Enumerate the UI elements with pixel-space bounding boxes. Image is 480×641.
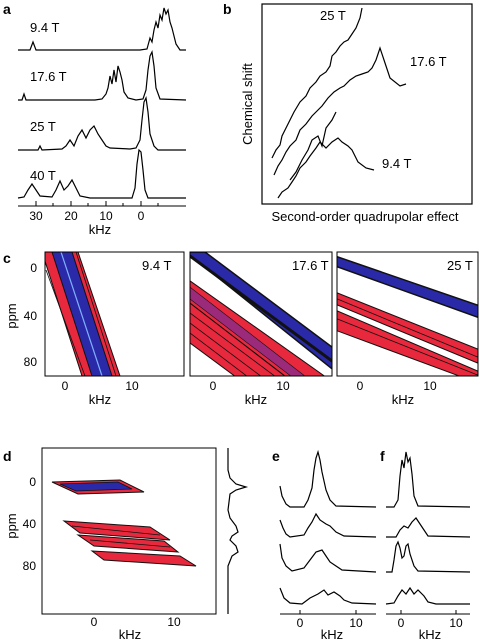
panel-c-sub1-contour-line: [75, 252, 117, 376]
panel-c-sub2-frame: [189, 251, 333, 377]
panel-c-sub2-field: 17.6 T: [292, 258, 329, 273]
panel-c-y-tick-80: 80: [24, 355, 38, 369]
panel-b-label-17-6: 17.6 T: [410, 54, 447, 69]
panel-b-trace-mid: [289, 111, 337, 181]
panel-a-letter: a: [3, 1, 11, 17]
panel-c-sub3-field: 25 T: [447, 258, 473, 273]
panel-b-frame: [261, 3, 473, 205]
panel-e-spectrum-1: [279, 449, 377, 508]
panel-c-sub2-contour-line: [190, 312, 276, 376]
panel-d-projection: [227, 448, 249, 614]
panel-b-label-25: 25 T: [320, 8, 346, 23]
panel-f-letter: f: [380, 448, 385, 464]
panel-d-frame: [41, 447, 217, 615]
panel-e-x-tick-label-0: 0: [297, 616, 304, 630]
panel-d-contour-1-core: [59, 481, 133, 492]
panel-d-x-tick-10: 10: [167, 615, 181, 629]
panel-a-label-25: 25 T: [30, 119, 56, 134]
panel-d-letter: d: [3, 448, 12, 464]
panel-f-x-label: kHz: [419, 627, 441, 641]
panel-b: b Chemical shift Second-order quadrupola…: [223, 1, 473, 224]
panel-c: c ppm 0 40 80 9.4 T 0 10 kHz 17: [3, 250, 479, 407]
panel-d-contour-2-line: [71, 525, 161, 536]
panel-b-trace-9-4: [277, 137, 375, 199]
panel-a-tick-label-20: 20: [64, 209, 78, 223]
panel-a-tick-label-0: 0: [138, 209, 145, 223]
panel-b-trace-25: [271, 7, 363, 159]
panel-c-sub2-contour-line: [190, 332, 248, 376]
panel-e-spectrum-4: [279, 587, 377, 605]
panel-c-sub2-x-label: kHz: [245, 392, 267, 407]
panel-c-sub3-x-tick-0: 0: [357, 379, 364, 393]
panel-a: a 9.4 T 17.6 T 25 T 40 T 30 20 10 0 kHz: [3, 1, 187, 237]
panel-c-letter: c: [3, 250, 11, 266]
panel-c-sub2-band-low: [190, 302, 286, 376]
panel-e: e 0 10 kHz: [272, 448, 377, 641]
panel-f-spectrum-3: [386, 540, 471, 573]
panel-c-sub3-band-low: [337, 310, 478, 376]
panel-c-sub2-contours: [190, 252, 332, 376]
panel-b-letter: b: [223, 1, 232, 17]
panel-d-y-tick-40: 40: [23, 517, 37, 531]
panel-e-spectrum-3: [279, 543, 377, 573]
panel-a-spectrum-9-4: [18, 7, 186, 51]
panel-d-x-tick-0: 0: [91, 615, 98, 629]
panel-f: f 0 10 kHz: [380, 448, 471, 641]
panel-c-sub1-ridge: [60, 252, 103, 376]
panel-c-y-tick-0: 0: [30, 261, 37, 275]
panel-a-spectrum-25: [18, 96, 186, 151]
panel-c-sub2-band-mid: [190, 280, 326, 376]
panel-e-x-tick-label-10: 10: [349, 616, 363, 630]
panel-c-sub1-contour-line: [45, 269, 86, 376]
panel-a-x-label: kHz: [89, 222, 111, 237]
panel-f-x-tick-label-10: 10: [449, 616, 463, 630]
panel-a-tick-label-30: 30: [29, 209, 43, 223]
panel-d-x-label: kHz: [119, 627, 141, 641]
panel-e-spectrum-2: [279, 512, 377, 538]
panel-b-y-label: Chemical shift: [240, 63, 255, 145]
panel-a-label-9-4: 9.4 T: [30, 20, 59, 35]
panel-d-y-tick-0: 0: [29, 475, 36, 489]
panel-f-spectrum-4: [385, 586, 470, 605]
panel-c-sub2-x-tick-0: 0: [210, 379, 217, 393]
panel-a-tick-label-10: 10: [99, 209, 113, 223]
panel-d-contour-3-line: [89, 539, 171, 548]
panel-a-label-17-6: 17.6 T: [30, 69, 67, 84]
panel-b-x-label: Second-order quadrupolar effect: [272, 209, 459, 224]
panel-c-sub1-x-label: kHz: [89, 392, 111, 407]
panel-b-trace-17-6: [273, 46, 407, 176]
panel-c-sub3-x-tick-10: 10: [423, 379, 437, 393]
panel-a-spectrum-17-6: [18, 50, 187, 101]
panel-d-y-label: ppm: [4, 513, 19, 538]
panel-c-sub3-x-label: kHz: [392, 392, 414, 407]
panel-d-contour-4: [90, 550, 197, 567]
panel-c-sub3-band-top: [337, 255, 478, 319]
panel-c-sub3-contours: [337, 255, 478, 376]
panel-c-sub3-frame: [336, 251, 479, 377]
panel-c-sub1-field: 9.4 T: [142, 258, 171, 273]
panel-e-x-label: kHz: [321, 627, 343, 641]
panel-c-sub2-contour-line: [190, 322, 262, 376]
panel-c-sub2-x-tick-10: 10: [276, 379, 290, 393]
panel-f-spectrum-1: [386, 451, 471, 508]
panel-d-y-tick-80: 80: [23, 559, 37, 573]
panel-c-sub2-edge: [190, 254, 332, 363]
panel-d: d ppm 0 40 80 0 10 kHz: [3, 447, 249, 641]
panel-c-sub1-contours: [45, 252, 121, 376]
panel-a-spectrum-40: [17, 148, 186, 199]
panel-c-sub3-contour-line: [337, 298, 478, 358]
panel-b-label-9-4: 9.4 T: [382, 156, 411, 171]
panel-c-sub1-x-tick-10: 10: [125, 379, 139, 393]
panel-e-letter: e: [272, 448, 280, 464]
panel-c-y-tick-40: 40: [24, 309, 38, 323]
panel-c-sub1-frame: [44, 251, 185, 377]
panel-c-sub2-band-mid-core: [190, 286, 306, 376]
panel-f-spectrum-2: [386, 517, 471, 538]
panel-c-y-label: ppm: [4, 303, 19, 328]
panel-c-sub1-x-tick-0: 0: [62, 379, 69, 393]
panel-f-x-tick-label-0: 0: [398, 616, 405, 630]
panel-c-sub3-contour-line: [337, 318, 478, 376]
panel-a-label-40: 40 T: [30, 168, 56, 183]
